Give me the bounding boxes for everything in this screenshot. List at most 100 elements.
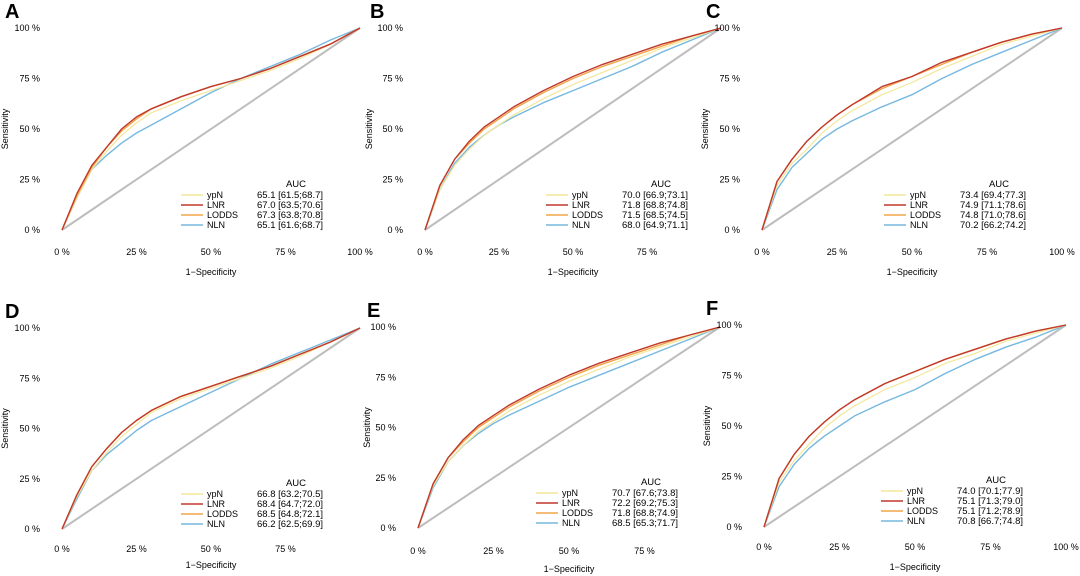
legend-name: LODDS	[207, 509, 238, 519]
legend-name: NLN	[572, 220, 590, 230]
roc-curve-lnr	[763, 324, 1067, 528]
legend-auc-value: 71.8 [68.8;74.8]	[622, 200, 688, 211]
legend-name: LODDS	[572, 210, 603, 220]
y-tick-label: 50 %	[19, 124, 40, 134]
y-tick-label: 50 %	[382, 124, 403, 134]
x-tick-label: 50 %	[201, 247, 222, 257]
legend-name: ypN	[907, 486, 923, 496]
panel-label: B	[370, 1, 384, 23]
diagonal-reference-line	[417, 326, 721, 529]
legend-auc-value: 71.8 [68.8;74.9]	[612, 508, 678, 519]
x-tick-label: 50 %	[563, 247, 584, 257]
diagonal-reference-line	[61, 27, 361, 231]
x-tick-label: 75 %	[977, 247, 998, 257]
y-tick-label: 50 %	[721, 421, 742, 431]
legend-title: AUC	[286, 179, 306, 190]
legend-name: ypN	[207, 190, 223, 200]
legend-auc-value: 71.5 [68.5;74.5]	[622, 210, 688, 221]
y-tick-label: 100 %	[370, 322, 396, 332]
legend-auc-value: 70.2 [66.2;74.2]	[960, 220, 1026, 231]
panel-label: F	[706, 298, 718, 320]
legend-auc-value: 70.8 [66.7;74.8]	[957, 516, 1023, 527]
legend-auc-value: 74.9 [71.1;78.6]	[960, 200, 1026, 211]
diagonal-reference-line	[761, 27, 1063, 231]
legend-auc-value: 68.4 [64.7;72.0]	[257, 499, 323, 510]
legend-auc-value: 68.5 [64.8;72.1]	[257, 509, 323, 520]
y-tick-label: 75 %	[721, 371, 742, 381]
x-tick-label: 75 %	[275, 247, 296, 257]
legend-name: LNR	[207, 499, 226, 509]
legend-name: LODDS	[910, 210, 941, 220]
y-tick-label: 25 %	[382, 175, 403, 185]
y-tick-label: 0 %	[724, 225, 740, 235]
y-tick-label: 100 %	[714, 23, 740, 33]
x-tick-label: 50 %	[902, 247, 923, 257]
x-axis-label: 1−Specificity	[887, 267, 938, 277]
legend: AUC ypN 65.1 [61.5;68.7] LNR 67.0 [63.5;70.6…	[181, 179, 323, 231]
legend: AUC ypN 70.0 [66.9;73.1] LNR 71.8 [68.8;74.8…	[546, 179, 688, 231]
legend-name: NLN	[910, 220, 928, 230]
legend-name: LNR	[207, 200, 226, 210]
legend: AUC ypN 73.4 [69.4;77.3] LNR 74.9 [71.1;78.6…	[884, 179, 1026, 231]
legend-auc-value: 74.0 [70.1;77.9]	[957, 486, 1023, 497]
roc-curve-ypn	[763, 324, 1067, 528]
x-tick-label: 0 %	[417, 247, 433, 257]
y-axis-label: Sensitivity	[0, 408, 10, 449]
y-tick-label: 100 %	[377, 23, 403, 33]
legend-auc-value: 70.7 [67.6;73.8]	[612, 488, 678, 499]
y-tick-label: 50 %	[719, 124, 740, 134]
y-tick-label: 100 %	[14, 323, 40, 333]
roc-curve-lnr	[417, 326, 721, 529]
legend-name: NLN	[562, 518, 580, 528]
y-tick-label: 100 %	[14, 23, 40, 33]
legend-title: AUC	[651, 179, 671, 190]
x-tick-label: 25 %	[829, 542, 850, 552]
diagonal-reference-line	[61, 327, 361, 530]
y-tick-label: 75 %	[382, 74, 403, 84]
x-tick-label: 0 %	[756, 542, 772, 552]
legend-name: ypN	[207, 489, 223, 499]
x-tick-label: 0 %	[54, 544, 70, 554]
x-tick-label: 25 %	[827, 247, 848, 257]
y-tick-label: 25 %	[19, 175, 40, 185]
y-tick-label: 25 %	[721, 472, 742, 482]
legend-name: LNR	[572, 200, 591, 210]
x-tick-label: 0 %	[754, 247, 770, 257]
legend-title: AUC	[641, 477, 661, 488]
x-axis-label: 1−Specificity	[548, 267, 599, 277]
legend: AUC ypN 70.7 [67.6;73.8] LNR 72.2 [69.2;75.3…	[536, 477, 678, 529]
roc-panel-d: D 0 % 25 % 50 % 75 % 100 % 0 % 25 % 50 % 75 % 1−Sp…	[0, 301, 361, 570]
roc-curve-nln	[424, 27, 722, 231]
y-tick-label: 100 %	[716, 320, 742, 330]
roc-panel-c: C 0 % 25 % 50 % 75 % 100 % 0 % 25 % 50 % 75 % 100 …	[700, 1, 1075, 277]
legend-auc-value: 67.3 [63.8;70.8]	[257, 210, 323, 221]
y-tick-label: 25 %	[375, 473, 396, 483]
legend-auc-value: 65.1 [61.6;68.7]	[257, 220, 323, 231]
legend-name: LODDS	[907, 506, 938, 516]
legend-name: LNR	[562, 498, 581, 508]
y-tick-label: 0 %	[380, 523, 396, 533]
y-tick-label: 25 %	[719, 175, 740, 185]
y-tick-label: 0 %	[24, 524, 40, 534]
legend-name: ypN	[562, 488, 578, 498]
x-axis-label: 1−Specificity	[186, 267, 237, 277]
legend-auc-value: 68.5 [65.3;71.7]	[612, 518, 678, 529]
roc-curve-nln	[761, 27, 1063, 231]
y-tick-label: 50 %	[375, 423, 396, 433]
y-tick-label: 75 %	[719, 74, 740, 84]
y-tick-label: 75 %	[19, 373, 40, 383]
x-tick-label: 50 %	[905, 542, 926, 552]
roc-panel-b: B 0 % 25 % 50 % 75 % 100 % 0 % 25 % 50 % 75 % 1−Sp…	[364, 1, 722, 277]
legend-name: NLN	[207, 220, 225, 230]
legend: AUC ypN 66.8 [63.2;70.5] LNR 68.4 [64.7;72.0…	[181, 478, 323, 530]
x-tick-label: 75 %	[634, 546, 655, 556]
roc-curve-lnr	[61, 327, 361, 530]
y-axis-label: Sensitivity	[0, 108, 10, 149]
legend: AUC ypN 74.0 [70.1;77.9] LNR 75.1 [71.3;79.0…	[881, 475, 1023, 527]
y-axis-label: Sensitivity	[364, 108, 374, 149]
legend-auc-value: 67.0 [63.5;70.6]	[257, 200, 323, 211]
legend-name: NLN	[907, 516, 925, 526]
panel-label: C	[706, 1, 720, 23]
diagonal-reference-line	[424, 27, 722, 231]
y-axis-label: Sensitivity	[702, 405, 712, 446]
